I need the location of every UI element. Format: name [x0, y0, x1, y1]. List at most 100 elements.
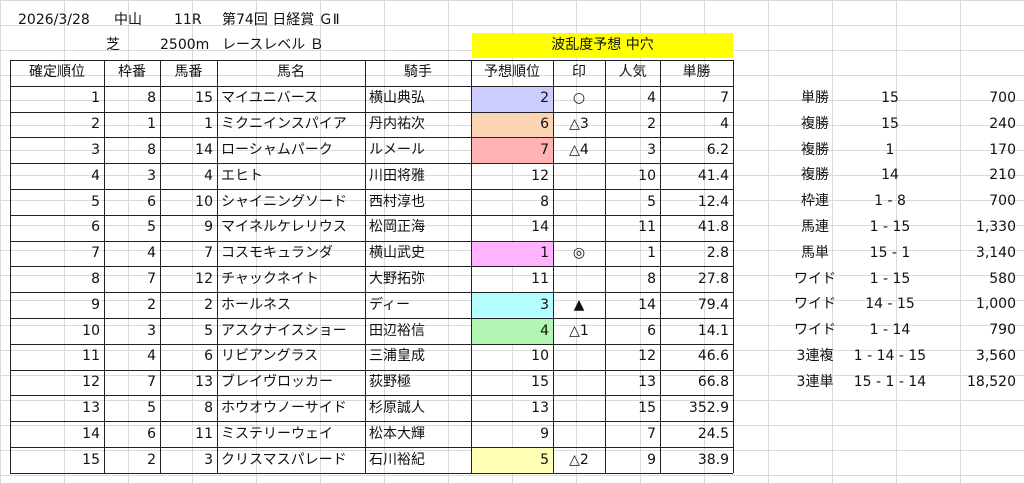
cell-jockey[interactable]: ルメール [369, 141, 425, 158]
cell-jockey[interactable]: 川田将雅 [369, 167, 425, 184]
cell-bracket[interactable]: 5 [147, 219, 156, 236]
cell-horse-name[interactable]: エヒト [221, 167, 263, 184]
cell-finish-position[interactable]: 6 [91, 219, 100, 236]
header-mark[interactable]: 印 [572, 64, 586, 80]
cell-popularity[interactable]: 11 [638, 219, 656, 236]
payout-amount[interactable]: 210 [989, 167, 1016, 184]
cell-finish-position[interactable]: 8 [91, 270, 100, 287]
payout-type[interactable]: 複勝 [801, 167, 829, 184]
payout-combination[interactable]: 1 - 14 - 15 [853, 348, 927, 364]
cell-popularity[interactable]: 6 [647, 322, 656, 339]
cell-horse-number[interactable]: 1 [204, 116, 213, 133]
cell-win-odds[interactable]: 41.4 [697, 167, 729, 184]
payout-type[interactable]: 単勝 [801, 90, 829, 106]
cell-predicted-rank[interactable]: 15 [531, 374, 549, 391]
cell-popularity[interactable]: 13 [638, 374, 656, 391]
cell-finish-position[interactable]: 4 [91, 167, 100, 184]
cell-finish-position[interactable]: 1 [91, 90, 100, 107]
race-distance[interactable]: 2500m [160, 37, 210, 53]
payout-type[interactable]: 複勝 [801, 115, 829, 132]
cell-bracket[interactable]: 1 [147, 116, 156, 133]
header-popularity[interactable]: 人気 [618, 64, 647, 80]
payout-combination[interactable]: 1 - 15 [869, 219, 911, 235]
cell-popularity[interactable]: 15 [638, 399, 656, 416]
cell-popularity[interactable]: 4 [647, 90, 656, 107]
payout-combination[interactable]: 14 [881, 167, 899, 184]
payout-type[interactable]: 複勝 [801, 141, 829, 158]
cell-predicted-rank[interactable]: 4 [471, 318, 553, 344]
payout-amount[interactable]: 240 [989, 115, 1016, 132]
cell-horse-number[interactable]: 3 [204, 451, 213, 468]
payout-combination[interactable]: 1 - 14 [869, 322, 911, 339]
cell-popularity[interactable]: 2 [647, 116, 656, 133]
payout-amount[interactable]: 700 [989, 90, 1016, 106]
payout-amount[interactable]: 700 [989, 193, 1016, 210]
cell-mark[interactable]: △2 [569, 451, 589, 468]
cell-predicted-rank[interactable]: 6 [471, 112, 553, 138]
cell-mark[interactable] [553, 396, 605, 421]
cell-finish-position[interactable]: 10 [82, 322, 100, 339]
cell-bracket[interactable]: 2 [147, 451, 156, 468]
cell-finish-position[interactable]: 5 [91, 193, 100, 210]
cell-win-odds[interactable]: 24.5 [697, 425, 729, 442]
cell-mark[interactable] [553, 370, 605, 395]
cell-win-odds[interactable]: 12.4 [697, 193, 729, 210]
cell-horse-number[interactable]: 8 [204, 399, 213, 416]
payout-combination[interactable]: 15 [881, 90, 899, 106]
cell-jockey[interactable]: 丹内祐次 [369, 116, 425, 133]
cell-horse-number[interactable]: 13 [195, 374, 213, 391]
cell-win-odds[interactable]: 7 [720, 90, 729, 107]
cell-mark[interactable]: ○ [572, 90, 586, 107]
cell-popularity[interactable]: 5 [647, 193, 656, 210]
cell-predicted-rank[interactable]: 8 [540, 193, 549, 210]
cell-horse-number[interactable]: 7 [204, 245, 213, 262]
cell-bracket[interactable]: 8 [147, 90, 156, 107]
cell-popularity[interactable]: 12 [638, 348, 656, 365]
cell-horse-name[interactable]: チャックネイト [221, 270, 319, 287]
cell-predicted-rank[interactable]: 12 [531, 167, 549, 184]
cell-predicted-rank[interactable]: 13 [531, 399, 549, 416]
cell-win-odds[interactable]: 6.2 [706, 141, 729, 158]
cell-bracket[interactable]: 3 [147, 167, 156, 184]
cell-popularity[interactable]: 14 [638, 296, 656, 313]
race-venue[interactable]: 中山 [114, 12, 142, 28]
payout-amount[interactable]: 1,000 [975, 296, 1016, 313]
cell-mark[interactable]: ▲ [573, 296, 585, 313]
cell-win-odds[interactable]: 41.8 [697, 219, 729, 236]
cell-popularity[interactable]: 7 [647, 425, 656, 442]
cell-horse-number[interactable]: 10 [195, 193, 213, 210]
cell-mark[interactable] [553, 267, 605, 292]
cell-mark[interactable] [553, 344, 605, 369]
cell-jockey[interactable]: 杉原誠人 [369, 399, 425, 416]
payout-amount[interactable]: 790 [989, 322, 1016, 339]
cell-bracket[interactable]: 6 [147, 425, 156, 442]
cell-predicted-rank[interactable]: 9 [540, 425, 549, 442]
payout-combination[interactable]: 1 - 15 [869, 270, 911, 287]
cell-win-odds[interactable]: 27.8 [697, 270, 729, 287]
payout-type[interactable]: 馬単 [801, 244, 829, 261]
cell-horse-name[interactable]: ミステリーウェイ [221, 425, 333, 442]
cell-bracket[interactable]: 3 [147, 322, 156, 339]
cell-win-odds[interactable]: 4 [720, 116, 729, 133]
cell-predicted-rank[interactable]: 10 [531, 348, 549, 365]
cell-horse-number[interactable]: 11 [195, 425, 213, 442]
payout-type[interactable]: 3連複 [796, 348, 834, 364]
cell-win-odds[interactable]: 46.6 [697, 348, 729, 365]
payout-type[interactable]: 3連単 [796, 373, 834, 390]
cell-bracket[interactable]: 4 [147, 348, 156, 365]
cell-finish-position[interactable]: 2 [91, 116, 100, 133]
cell-horse-number[interactable]: 9 [204, 219, 213, 236]
cell-jockey[interactable]: 西村淳也 [369, 193, 425, 210]
payout-type[interactable]: ワイド [794, 270, 836, 287]
payout-combination[interactable]: 15 - 1 [869, 244, 911, 261]
header-horse-name[interactable]: 馬名 [277, 64, 305, 80]
cell-horse-name[interactable]: ミクニインスパイア [221, 116, 347, 133]
cell-predicted-rank[interactable]: 1 [471, 241, 553, 267]
cell-jockey[interactable]: 石川裕紀 [369, 451, 425, 468]
cell-mark[interactable] [553, 164, 605, 189]
cell-jockey[interactable]: 横山武史 [369, 245, 425, 262]
cell-horse-number[interactable]: 4 [204, 167, 213, 184]
cell-predicted-rank[interactable]: 7 [471, 137, 553, 164]
cell-horse-name[interactable]: ホールネス [221, 296, 291, 313]
cell-jockey[interactable]: 荻野極 [369, 374, 411, 391]
